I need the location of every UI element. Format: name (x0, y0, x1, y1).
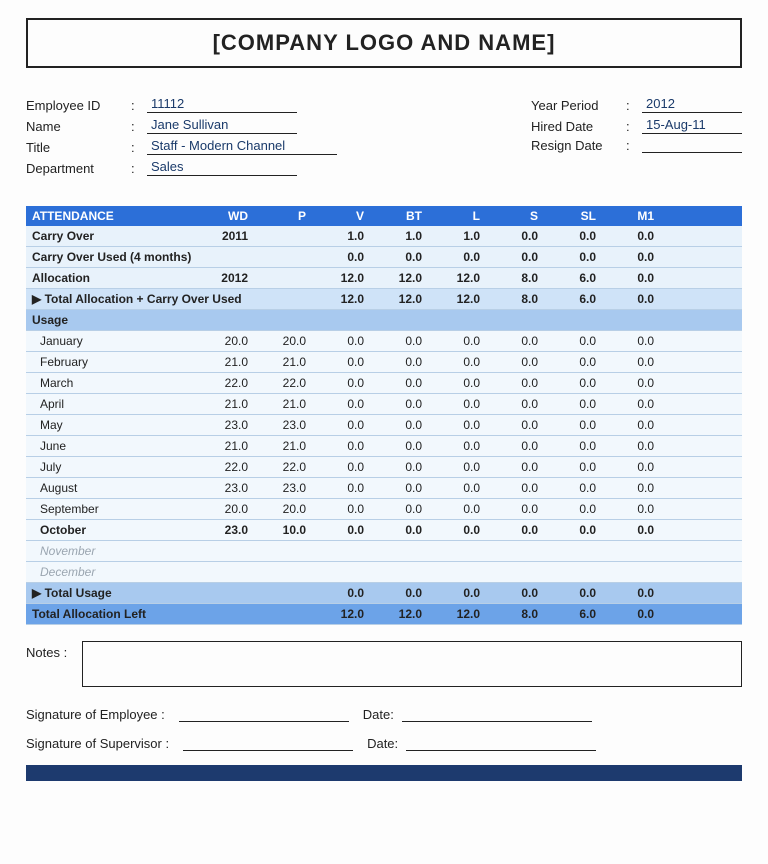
col-m1: M1 (602, 206, 660, 226)
col-s: S (486, 206, 544, 226)
date-label-1: Date: (363, 707, 394, 722)
employee-id-label: Employee ID (26, 98, 131, 113)
year-period-value: 2012 (642, 96, 742, 113)
signature-supervisor-row: Signature of Supervisor : Date: (26, 736, 742, 751)
signature-employee-line (179, 721, 349, 722)
month-row-may: May23.023.00.00.00.00.00.00.0 (26, 415, 742, 436)
total-allocation-left-row: Total Allocation Left 12.0 12.0 12.0 8.0… (26, 604, 742, 625)
carry-over-used-row: Carry Over Used (4 months) 0.0 0.0 0.0 0… (26, 247, 742, 268)
employee-name-label: Name (26, 119, 131, 134)
employee-id-value: 11112 (147, 96, 297, 113)
col-sl: SL (544, 206, 602, 226)
col-wd: WD (196, 206, 254, 226)
month-row-jan: January20.020.00.00.00.00.00.00.0 (26, 331, 742, 352)
employee-info-block: Employee ID : 11112 Name : Jane Sullivan… (26, 96, 742, 180)
employee-dept-label: Department (26, 161, 131, 176)
employee-title-row: Title : Staff - Modern Channel (26, 138, 337, 155)
col-l: L (428, 206, 486, 226)
employee-dept-row: Department : Sales (26, 159, 337, 176)
month-row-oct: October23.010.00.00.00.00.00.00.0 (26, 520, 742, 541)
month-row-apr: April21.021.00.00.00.00.00.00.0 (26, 394, 742, 415)
col-p: P (254, 206, 312, 226)
employee-title-label: Title (26, 140, 131, 155)
total-allocation-row: ▶ Total Allocation + Carry Over Used 12.… (26, 289, 742, 310)
year-period-label: Year Period (531, 98, 626, 113)
notes-section: Notes : (26, 641, 742, 687)
month-row-mar: March22.022.00.00.00.00.00.00.0 (26, 373, 742, 394)
total-usage-row: ▶ Total Usage 0.0 0.0 0.0 0.0 0.0 0.0 (26, 583, 742, 604)
employee-title-value: Staff - Modern Channel (147, 138, 337, 155)
col-v: V (312, 206, 370, 226)
resign-date-value (642, 151, 742, 153)
date-line-1 (402, 721, 592, 722)
footer-bar (26, 765, 742, 781)
signature-employee-label: Signature of Employee : (26, 707, 165, 722)
employee-name-row: Name : Jane Sullivan (26, 117, 337, 134)
date-line-2 (406, 750, 596, 751)
employee-id-row: Employee ID : 11112 (26, 96, 337, 113)
month-row-feb: February21.021.00.00.00.00.00.00.0 (26, 352, 742, 373)
month-row-jun: June21.021.00.00.00.00.00.00.0 (26, 436, 742, 457)
signature-supervisor-label: Signature of Supervisor : (26, 736, 169, 751)
notes-label: Notes : (26, 641, 82, 660)
hired-date-value: 15-Aug-11 (642, 117, 742, 134)
month-row-jul: July22.022.00.00.00.00.00.00.0 (26, 457, 742, 478)
signature-employee-row: Signature of Employee : Date: (26, 707, 742, 722)
attendance-table: ATTENDANCE WD P V BT L S SL M1 Carry Ove… (26, 206, 742, 625)
employee-dept-value: Sales (147, 159, 297, 176)
month-row-sep: September20.020.00.00.00.00.00.00.0 (26, 499, 742, 520)
hired-date-row: Hired Date : 15-Aug-11 (531, 117, 742, 134)
month-row-dec: December (26, 562, 742, 583)
carry-over-row: Carry Over 2011 1.0 1.0 1.0 0.0 0.0 0.0 (26, 226, 742, 247)
notes-box[interactable] (82, 641, 742, 687)
company-logo-header: [COMPANY LOGO AND NAME] (26, 18, 742, 68)
employee-name-value: Jane Sullivan (147, 117, 297, 134)
year-period-row: Year Period : 2012 (531, 96, 742, 113)
hired-date-label: Hired Date (531, 119, 626, 134)
usage-header-row: Usage (26, 310, 742, 331)
attendance-header-row: ATTENDANCE WD P V BT L S SL M1 (26, 206, 742, 226)
month-row-nov: November (26, 541, 742, 562)
attendance-header: ATTENDANCE (26, 206, 196, 226)
col-bt: BT (370, 206, 428, 226)
resign-date-row: Resign Date : (531, 138, 742, 153)
month-row-aug: August23.023.00.00.00.00.00.00.0 (26, 478, 742, 499)
signature-supervisor-line (183, 750, 353, 751)
date-label-2: Date: (367, 736, 398, 751)
resign-date-label: Resign Date (531, 138, 626, 153)
allocation-row: Allocation 2012 12.0 12.0 12.0 8.0 6.0 0… (26, 268, 742, 289)
